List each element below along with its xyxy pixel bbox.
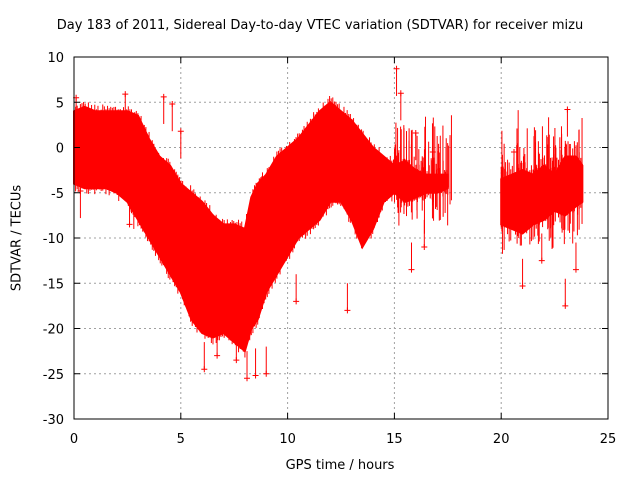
chart-title: Day 183 of 2011, Sidereal Day-to-day VTE… [56, 18, 584, 33]
y-tick-label: -10 [43, 232, 64, 247]
plus-marker [244, 375, 251, 382]
plus-marker [412, 130, 419, 137]
plus-marker [130, 198, 137, 205]
plus-marker [572, 266, 579, 273]
plus-marker [258, 176, 265, 183]
plus-marker [233, 357, 240, 364]
plus-marker [160, 93, 167, 100]
plus-marker [519, 282, 526, 289]
x-tick-label: 15 [386, 432, 403, 447]
plus-marker [263, 370, 270, 377]
plus-marker [538, 257, 545, 264]
y-tick-label: -30 [43, 413, 64, 428]
y-tick-label: 5 [56, 96, 64, 111]
plus-marker [511, 149, 518, 156]
plus-marker [177, 128, 184, 135]
y-tick-label: 0 [56, 142, 64, 157]
plus-marker [77, 187, 84, 194]
x-axis-label: GPS time / hours [285, 458, 395, 473]
x-tick-label: 0 [70, 432, 78, 447]
y-tick-label: -5 [51, 187, 64, 202]
plus-marker [122, 91, 129, 98]
axis-ticks: 0 5 10 15 20 25 10 5 0 -5 -10 -15 -20 -25 -30 [43, 51, 617, 447]
y-tick-label: -20 [43, 323, 64, 338]
plus-marker [564, 106, 571, 113]
y-tick-label: 10 [47, 51, 64, 66]
plus-marker [421, 244, 428, 251]
x-tick-label: 5 [177, 432, 185, 447]
plus-marker [201, 366, 208, 373]
plus-marker [562, 302, 569, 309]
plus-marker [126, 221, 133, 228]
y-tick-label: -25 [43, 368, 64, 383]
y-tick-label: -15 [43, 277, 64, 292]
plus-marker [248, 225, 255, 232]
plus-marker [293, 298, 300, 305]
plus-marker [393, 65, 400, 72]
plus-marker [429, 149, 436, 156]
plus-marker [252, 372, 259, 379]
data-points [73, 65, 584, 382]
plus-marker [344, 307, 351, 314]
plus-marker [397, 90, 404, 97]
plus-marker [169, 101, 176, 108]
x-tick-label: 10 [279, 432, 296, 447]
x-tick-label: 20 [493, 432, 510, 447]
x-tick-label: 25 [600, 432, 617, 447]
plus-marker [214, 352, 221, 359]
plus-marker [408, 266, 415, 273]
